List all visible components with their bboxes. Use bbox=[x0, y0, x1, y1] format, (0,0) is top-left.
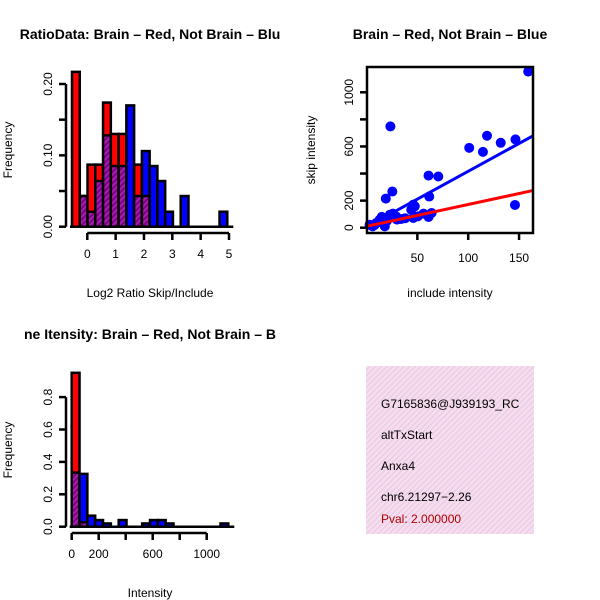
info-panel: G7165836@J939193_RC altTxStart Anxa4 chr6.2… bbox=[366, 366, 534, 534]
x-tick-label: 5 bbox=[226, 247, 233, 261]
overlap-bar bbox=[87, 211, 96, 227]
y-tick-label: 0.0 bbox=[41, 518, 55, 535]
histogram-bar bbox=[157, 520, 166, 527]
histogram-bar bbox=[165, 523, 174, 527]
overlap-bar bbox=[110, 166, 119, 227]
scatter-point bbox=[495, 137, 506, 148]
x-axis-label: include intensity bbox=[407, 286, 492, 300]
scatter-point bbox=[423, 170, 434, 181]
intensity-scatter: 50 100 150 0 200 600 1000 Brain – Red, Not Brai… bbox=[304, 26, 547, 300]
ratio-histogram: 0 1 2 3 4 5 0.00 0.10 0.20 RatioData: Brain – Red… bbox=[1, 26, 280, 300]
histogram-bar bbox=[142, 523, 150, 527]
y-tick-label: 1000 bbox=[342, 79, 356, 106]
histogram-bar bbox=[71, 372, 80, 527]
info-line: G7165836@J939193_RC bbox=[381, 397, 520, 411]
histogram-bar bbox=[180, 196, 189, 227]
x-tick-label: 4 bbox=[197, 247, 204, 261]
panel-background bbox=[366, 366, 534, 534]
intensity-histogram: 0 200 600 1000 0.0 0.2 0.4 0.6 0.8 ne Itensity: B… bbox=[1, 326, 276, 600]
x-tick-label: 3 bbox=[169, 247, 176, 261]
histogram-bar bbox=[220, 523, 229, 527]
brain-fit-line bbox=[366, 188, 534, 228]
overlap-bar bbox=[79, 196, 88, 227]
y-axis-label: skip intensity bbox=[304, 116, 318, 185]
overlap-bar bbox=[103, 135, 111, 227]
chart-title: Brain – Red, Not Brain – Blue bbox=[353, 26, 548, 42]
scatter-point bbox=[464, 142, 475, 153]
histogram-bar bbox=[87, 164, 96, 227]
y-tick-label: 0.4 bbox=[41, 453, 55, 470]
y-tick-label: 0.2 bbox=[41, 486, 55, 503]
y-tick-label: 0.20 bbox=[41, 72, 55, 96]
pval-text: Pval: 2.000000 bbox=[381, 512, 461, 526]
info-line: altTxStart bbox=[381, 428, 433, 442]
histogram-bar bbox=[79, 473, 88, 527]
overlap-bar bbox=[141, 196, 150, 227]
x-tick-label: 100 bbox=[458, 251, 478, 265]
x-tick-label: 1000 bbox=[193, 547, 220, 561]
scatter-point bbox=[523, 66, 534, 77]
histogram-bar bbox=[149, 166, 158, 227]
histogram-bar bbox=[103, 523, 111, 527]
x-tick-label: 2 bbox=[141, 247, 148, 261]
histogram-bar bbox=[95, 520, 104, 527]
histogram-bar bbox=[219, 211, 228, 227]
y-tick-label: 0.10 bbox=[41, 143, 55, 167]
histogram-bar bbox=[118, 520, 127, 527]
y-tick-label: 600 bbox=[342, 136, 356, 156]
histogram-bar bbox=[150, 520, 158, 527]
overlap-bar bbox=[134, 196, 142, 227]
scatter-point bbox=[482, 130, 493, 141]
info-line: chr6.21297−2.26 bbox=[381, 490, 472, 504]
scatter-point bbox=[477, 146, 488, 157]
scatter-point bbox=[433, 171, 444, 182]
scatter-point bbox=[406, 204, 417, 215]
overlap-bar bbox=[95, 181, 104, 227]
y-axis-label: Frequency bbox=[1, 122, 15, 179]
y-axis-label: Frequency bbox=[1, 422, 15, 479]
overlap-bar bbox=[118, 166, 127, 227]
x-tick-label: 0 bbox=[84, 247, 91, 261]
y-tick-label: 0 bbox=[342, 224, 356, 231]
scatter-point bbox=[380, 193, 391, 204]
not-brain-fit-line bbox=[365, 134, 535, 229]
chart-title: ne Itensity: Brain – Red, Not Brain – B bbox=[24, 326, 276, 342]
histogram-bar bbox=[71, 71, 80, 227]
x-axis-label: Intensity bbox=[128, 586, 173, 600]
histogram-bar bbox=[141, 151, 150, 227]
scatter-point bbox=[510, 134, 521, 145]
x-axis-label: Log2 Ratio Skip/Include bbox=[87, 286, 214, 300]
y-tick-label: 0.00 bbox=[41, 215, 55, 239]
overlap-bar bbox=[79, 522, 88, 527]
plot-frame bbox=[365, 65, 535, 235]
x-tick-label: 1 bbox=[112, 247, 119, 261]
y-tick-label: 200 bbox=[342, 190, 356, 210]
info-line: Anxa4 bbox=[381, 459, 415, 473]
scatter-point bbox=[387, 186, 398, 197]
histogram-bar bbox=[165, 211, 173, 227]
chart-title: RatioData: Brain – Red, Not Brain – Blu bbox=[20, 26, 281, 42]
x-tick-label: 150 bbox=[509, 251, 529, 265]
x-tick-label: 200 bbox=[89, 547, 109, 561]
histogram-bar bbox=[157, 181, 166, 227]
x-tick-label: 0 bbox=[68, 547, 75, 561]
histogram-bar bbox=[126, 105, 135, 227]
x-tick-label: 600 bbox=[143, 547, 163, 561]
histogram-bar bbox=[87, 515, 96, 527]
overlap-bar bbox=[71, 472, 80, 527]
x-tick-label: 50 bbox=[411, 251, 425, 265]
y-tick-label: 0.6 bbox=[41, 421, 55, 438]
scatter-point bbox=[509, 199, 520, 210]
y-tick-label: 0.8 bbox=[41, 388, 55, 405]
scatter-point bbox=[385, 121, 396, 132]
